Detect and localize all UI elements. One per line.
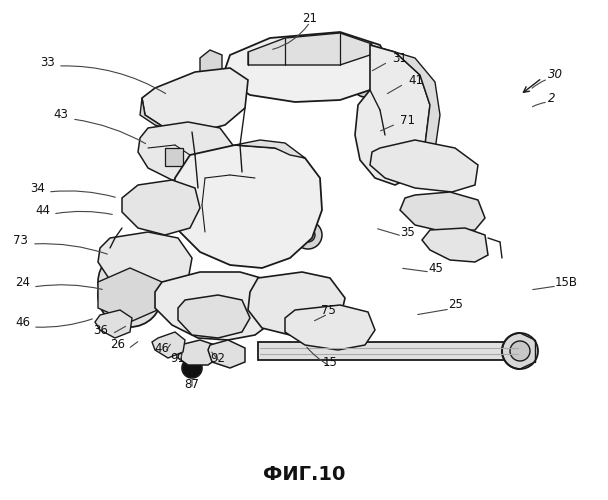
Polygon shape [152,332,185,358]
Polygon shape [122,180,200,235]
Polygon shape [285,305,375,350]
Text: 35: 35 [400,226,415,238]
Circle shape [384,152,396,164]
Polygon shape [370,45,400,90]
Polygon shape [98,232,192,292]
Text: 26: 26 [110,338,125,351]
Circle shape [359,79,371,91]
Circle shape [98,263,162,327]
Text: 46: 46 [15,316,30,330]
Circle shape [272,202,278,208]
Polygon shape [178,340,218,365]
Circle shape [186,91,204,109]
Circle shape [122,287,138,303]
Circle shape [124,276,136,288]
Circle shape [291,64,299,72]
Polygon shape [140,98,165,128]
Polygon shape [208,340,245,368]
Polygon shape [142,68,248,132]
Circle shape [208,308,222,322]
Text: 24: 24 [15,276,30,289]
Circle shape [285,58,305,78]
Bar [165,148,183,166]
Circle shape [283,288,307,312]
Circle shape [294,221,322,249]
Polygon shape [370,140,478,192]
Text: 87: 87 [185,378,199,392]
Circle shape [277,50,313,86]
Polygon shape [138,122,235,182]
Circle shape [289,294,301,306]
Text: 92: 92 [210,352,226,364]
Polygon shape [235,140,305,158]
Polygon shape [200,50,222,85]
Text: ФИГ.10: ФИГ.10 [263,466,345,484]
Polygon shape [222,32,390,102]
Polygon shape [248,33,372,65]
Circle shape [177,82,213,118]
Text: 34: 34 [30,182,45,194]
Polygon shape [155,272,280,340]
Circle shape [257,187,293,223]
Circle shape [159,205,165,211]
Text: 2: 2 [548,92,556,104]
Text: 75: 75 [320,304,336,316]
Polygon shape [400,192,485,232]
Circle shape [142,188,182,228]
Polygon shape [248,272,345,335]
Circle shape [301,228,315,242]
Text: 46: 46 [154,342,170,354]
Text: 73: 73 [13,234,28,246]
Polygon shape [172,145,322,268]
Circle shape [112,264,148,300]
Polygon shape [355,45,430,185]
Polygon shape [422,228,488,262]
Text: 36: 36 [93,324,108,336]
Circle shape [182,358,202,378]
Text: 91: 91 [170,352,185,364]
Text: 30: 30 [548,68,563,82]
Text: 45: 45 [428,262,443,274]
Text: 41: 41 [408,74,423,86]
Text: 15B: 15B [555,276,578,288]
Polygon shape [98,268,162,322]
Text: 15: 15 [323,356,337,368]
Circle shape [378,146,402,170]
Text: 25: 25 [448,298,463,312]
Polygon shape [258,342,520,360]
Text: 43: 43 [53,108,68,122]
Polygon shape [178,295,250,338]
Circle shape [152,198,172,218]
Circle shape [502,333,538,369]
Circle shape [201,301,229,329]
Circle shape [266,196,284,214]
Text: 33: 33 [40,56,55,68]
Text: 31: 31 [392,52,407,64]
Polygon shape [395,52,440,175]
Circle shape [353,73,377,97]
Circle shape [192,97,198,103]
Polygon shape [95,310,132,338]
Text: 44: 44 [35,204,50,216]
Text: 21: 21 [303,12,317,24]
Circle shape [110,275,150,315]
Circle shape [98,250,162,314]
Circle shape [510,341,530,361]
Text: 71: 71 [400,114,415,126]
